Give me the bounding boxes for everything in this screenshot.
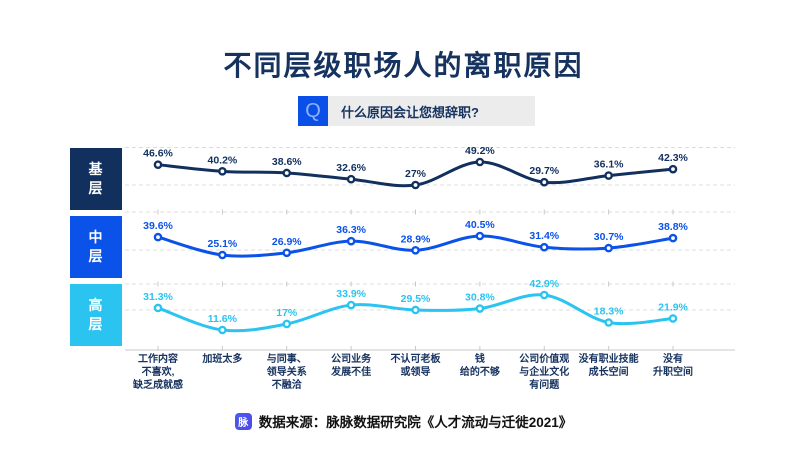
data-point-label-senior-level: 42.9% [529,278,559,290]
data-point-senior-level [218,325,227,335]
data-point-label-mid-level: 31.4% [529,230,559,242]
data-point-base-level [411,180,420,190]
x-axis-label: 与同事、 领导关系 不融洽 [266,354,307,391]
data-point-senior-level [475,304,485,313]
data-point-mid-level [153,232,163,242]
data-point-senior-level [411,305,420,315]
data-point-base-level [218,167,227,176]
x-axis-label: 公司业务 发展不佳 [331,354,372,378]
data-point-label-senior-level: 29.5% [401,293,431,305]
data-point-base-level [153,160,163,169]
data-point-label-mid-level: 25.1% [207,238,237,250]
data-point-senior-level [282,319,292,329]
data-point-label-mid-level: 30.7% [594,231,624,243]
data-point-label-senior-level: 31.3% [143,291,173,303]
series-label-senior-level: 高层 [70,284,122,346]
data-point-mid-level [218,250,227,260]
data-point-mid-level [346,236,356,246]
data-point-base-level [539,177,549,187]
data-point-senior-level [153,303,163,313]
source-footer: 脉 数据来源：脉脉数据研究院《人才流动与迁徙2021》 [0,411,807,431]
data-point-label-base-level: 42.3% [658,152,688,164]
series-label-mid-level: 中层 [70,216,122,278]
data-point-label-mid-level: 28.9% [401,233,431,245]
data-point-label-base-level: 27% [405,168,427,180]
data-point-label-base-level: 46.6% [143,148,173,160]
data-point-senior-level [539,290,549,300]
data-point-label-mid-level: 36.3% [336,224,366,236]
data-point-label-base-level: 40.2% [207,154,237,166]
data-point-mid-level [411,246,420,255]
data-point-label-base-level: 29.7% [529,165,559,177]
data-point-label-mid-level: 40.5% [465,219,495,231]
data-point-label-mid-level: 26.9% [272,236,302,248]
data-source-text: 数据来源：脉脉数据研究院《人才流动与迁徙2021》 [258,415,573,430]
data-point-label-base-level: 36.1% [594,159,624,171]
data-point-base-level [282,168,292,178]
data-point-mid-level [668,233,678,243]
data-point-mid-level [604,243,613,253]
data-point-label-base-level: 49.2% [465,145,495,157]
data-point-base-level [604,171,613,180]
x-axis-label: 钱给的不够 [459,354,500,378]
question-banner: Q 什么原因会让您想辞职? [298,96,535,126]
data-point-mid-level [539,242,549,252]
x-axis-label: 公司价值观 与企业文化 有问题 [519,354,570,391]
page-title: 不同层级职场人的离职原因 [223,50,584,81]
data-point-label-senior-level: 11.6% [208,313,238,325]
x-axis-label: 没有职业技能 成长空间 [578,354,639,378]
question-text: 什么原因会让您想辞职? [328,96,535,126]
data-point-senior-level [604,318,613,327]
data-point-base-level [668,164,678,174]
question-icon: Q [298,96,328,126]
data-point-base-level [346,174,356,184]
data-point-label-senior-level: 17% [276,307,298,319]
data-point-label-mid-level: 38.8% [658,221,688,233]
x-axis-label: 没有 升职空间 [653,354,693,378]
data-point-label-senior-level: 21.9% [658,301,688,313]
data-point-senior-level [668,314,678,323]
x-axis-label: 工作内容 不喜欢, 缺乏成就感 [133,354,183,391]
data-point-mid-level [282,248,292,258]
chart-plot-area: 46.6% 40.2% 38.6% 32.6% 27% 49.2% 29.7% 36.1% 42… [125,145,735,351]
data-point-label-senior-level: 30.8% [465,292,495,304]
data-point-base-level [475,157,485,167]
series-label-base-level: 基层 [70,148,122,210]
data-point-senior-level [346,300,356,310]
data-point-label-senior-level: 33.9% [336,288,366,300]
data-point-mid-level [475,231,485,241]
x-axis-label: 不认可老板 或领导 [390,354,441,378]
data-point-label-base-level: 38.6% [272,156,302,168]
data-point-label-senior-level: 18.3% [594,306,624,318]
maimai-logo-icon: 脉 [234,412,252,430]
data-point-label-base-level: 32.6% [336,162,366,174]
data-point-label-mid-level: 39.6% [143,220,173,232]
x-axis-label: 加班太多 [202,354,243,365]
